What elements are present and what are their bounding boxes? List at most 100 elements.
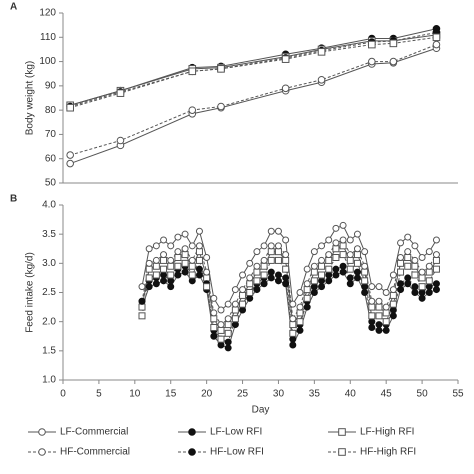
marker (353, 268, 361, 276)
marker (152, 262, 160, 270)
marker (296, 289, 304, 296)
marker (375, 326, 383, 334)
marker (253, 268, 261, 276)
marker (274, 248, 282, 256)
marker (318, 256, 326, 264)
marker (325, 277, 333, 285)
marker (425, 277, 433, 285)
marker (253, 248, 261, 256)
marker (418, 274, 426, 282)
marker (346, 274, 354, 282)
marker (368, 283, 376, 291)
panel-label: B (10, 194, 17, 205)
marker (397, 280, 405, 288)
marker (138, 312, 146, 320)
marker (260, 280, 268, 288)
marker (318, 283, 326, 291)
marker (246, 289, 254, 296)
marker (281, 84, 290, 93)
x-tick-label: 20 (201, 389, 213, 400)
marker (310, 268, 318, 276)
marker (411, 283, 419, 291)
marker (325, 256, 333, 264)
marker (432, 286, 440, 294)
marker (361, 262, 369, 270)
marker (145, 283, 153, 291)
marker (246, 259, 254, 267)
marker (181, 268, 189, 276)
marker (217, 65, 225, 73)
marker (239, 300, 247, 308)
marker (317, 48, 326, 56)
marker (181, 245, 189, 253)
marker (389, 300, 397, 308)
marker (152, 242, 160, 250)
marker (217, 335, 225, 343)
marker (210, 294, 218, 302)
marker (138, 297, 146, 305)
marker (310, 289, 318, 296)
marker (361, 248, 369, 256)
marker (346, 236, 354, 244)
marker (382, 318, 390, 326)
marker (332, 239, 340, 247)
marker (289, 300, 297, 308)
marker (318, 277, 326, 285)
marker (195, 248, 203, 256)
marker (303, 265, 311, 273)
marker (188, 256, 196, 264)
marker (231, 321, 239, 329)
marker (397, 268, 405, 276)
marker (368, 312, 376, 320)
marker (411, 271, 419, 279)
marker (389, 271, 397, 279)
marker (174, 248, 182, 256)
marker (260, 262, 268, 270)
y-tick-label: 50 (45, 178, 57, 189)
y-tick-label: 2.5 (42, 287, 56, 298)
marker (339, 251, 347, 259)
marker (195, 227, 203, 235)
marker (246, 274, 254, 282)
marker (318, 271, 326, 279)
marker (224, 344, 232, 352)
marker (167, 256, 175, 264)
marker (282, 265, 290, 273)
marker (174, 233, 182, 241)
marker (195, 256, 203, 264)
marker (339, 221, 347, 229)
y-tick-label: 2.0 (42, 316, 56, 327)
marker (310, 283, 318, 291)
marker (210, 324, 218, 331)
y-tick-label: 110 (40, 32, 56, 43)
marker (203, 254, 211, 261)
marker (418, 268, 426, 276)
marker (260, 242, 268, 250)
marker (231, 300, 239, 308)
marker (282, 280, 290, 288)
marker (296, 303, 304, 311)
marker (404, 254, 412, 261)
marker (353, 274, 361, 282)
marker (375, 321, 383, 329)
marker (167, 242, 175, 250)
marker (332, 224, 340, 232)
legend-marker (188, 428, 196, 436)
marker (224, 321, 232, 329)
legend-label: HF-Low RFI (210, 447, 264, 458)
marker (404, 274, 412, 282)
marker (267, 227, 275, 235)
legend-label: LF-High RFI (360, 427, 414, 438)
marker (224, 338, 232, 346)
marker (310, 277, 318, 285)
marker (239, 306, 247, 314)
marker (332, 245, 340, 253)
series-line (70, 28, 437, 106)
marker (253, 277, 261, 285)
marker (145, 259, 153, 267)
x-tick-label: 30 (273, 389, 285, 400)
marker (346, 265, 354, 273)
marker (375, 283, 383, 291)
x-tick-label: 45 (381, 389, 393, 400)
marker (303, 303, 311, 311)
